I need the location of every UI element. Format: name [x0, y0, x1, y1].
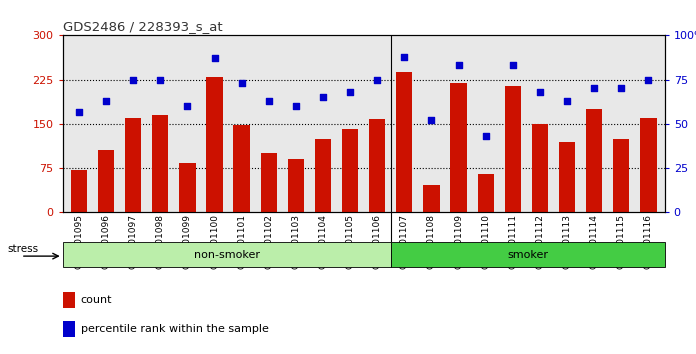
Text: smoker: smoker [507, 250, 548, 260]
Bar [98, 150, 114, 212]
Text: GSM101116: GSM101116 [644, 214, 653, 269]
Text: GSM101115: GSM101115 [617, 214, 626, 269]
Bar [71, 170, 87, 212]
Point [399, 54, 410, 59]
Point [562, 98, 573, 104]
Bar [505, 86, 521, 212]
Text: GSM101107: GSM101107 [400, 214, 409, 269]
Bar [63, 320, 74, 337]
Point [100, 98, 111, 104]
Bar [63, 242, 391, 267]
Text: GSM101101: GSM101101 [237, 214, 246, 269]
Bar [287, 159, 304, 212]
Text: GSM101113: GSM101113 [562, 214, 571, 269]
Point [290, 103, 301, 109]
Point [643, 77, 654, 82]
Point [616, 86, 627, 91]
Text: GSM101114: GSM101114 [590, 214, 599, 269]
Point [589, 86, 600, 91]
Bar [396, 72, 413, 212]
Point [372, 77, 383, 82]
Text: GDS2486 / 228393_s_at: GDS2486 / 228393_s_at [63, 20, 222, 33]
Bar [152, 115, 168, 212]
Bar [63, 292, 74, 308]
Bar [369, 119, 386, 212]
Text: GSM101106: GSM101106 [373, 214, 381, 269]
Bar [423, 185, 440, 212]
Point [507, 63, 519, 68]
Text: percentile rank within the sample: percentile rank within the sample [81, 324, 269, 334]
Text: GSM101109: GSM101109 [454, 214, 463, 269]
Bar [477, 174, 494, 212]
Text: stress: stress [7, 244, 38, 255]
Bar [207, 77, 223, 212]
Text: GSM101095: GSM101095 [74, 214, 84, 269]
Point [480, 133, 491, 139]
Point [209, 56, 220, 61]
Bar [613, 139, 629, 212]
Point [453, 63, 464, 68]
Text: GSM101102: GSM101102 [264, 214, 274, 269]
Text: GSM101111: GSM101111 [508, 214, 517, 269]
Text: GSM101100: GSM101100 [210, 214, 219, 269]
Text: count: count [81, 295, 112, 305]
Bar [532, 124, 548, 212]
Bar [315, 139, 331, 212]
Point [236, 80, 247, 86]
Bar [125, 118, 141, 212]
Text: GSM101097: GSM101097 [129, 214, 138, 269]
Bar [640, 118, 656, 212]
Point [127, 77, 139, 82]
Bar [233, 125, 250, 212]
Point [182, 103, 193, 109]
Point [426, 118, 437, 123]
Point [535, 89, 546, 95]
Point [345, 89, 356, 95]
Bar [342, 129, 358, 212]
Bar [180, 164, 196, 212]
Text: GSM101099: GSM101099 [183, 214, 192, 269]
Bar [586, 109, 602, 212]
Text: GSM101112: GSM101112 [535, 214, 544, 269]
Bar [559, 142, 575, 212]
Text: non-smoker: non-smoker [193, 250, 260, 260]
Text: GSM101096: GSM101096 [102, 214, 111, 269]
Text: GSM101105: GSM101105 [346, 214, 354, 269]
Point [73, 109, 84, 114]
Text: GSM101110: GSM101110 [481, 214, 490, 269]
Point [263, 98, 274, 104]
Bar [391, 242, 665, 267]
Text: GSM101108: GSM101108 [427, 214, 436, 269]
Point [317, 95, 329, 100]
Bar [260, 153, 277, 212]
Bar [450, 82, 467, 212]
Text: GSM101103: GSM101103 [292, 214, 301, 269]
Text: GSM101104: GSM101104 [319, 214, 328, 269]
Text: GSM101098: GSM101098 [156, 214, 165, 269]
Point [155, 77, 166, 82]
